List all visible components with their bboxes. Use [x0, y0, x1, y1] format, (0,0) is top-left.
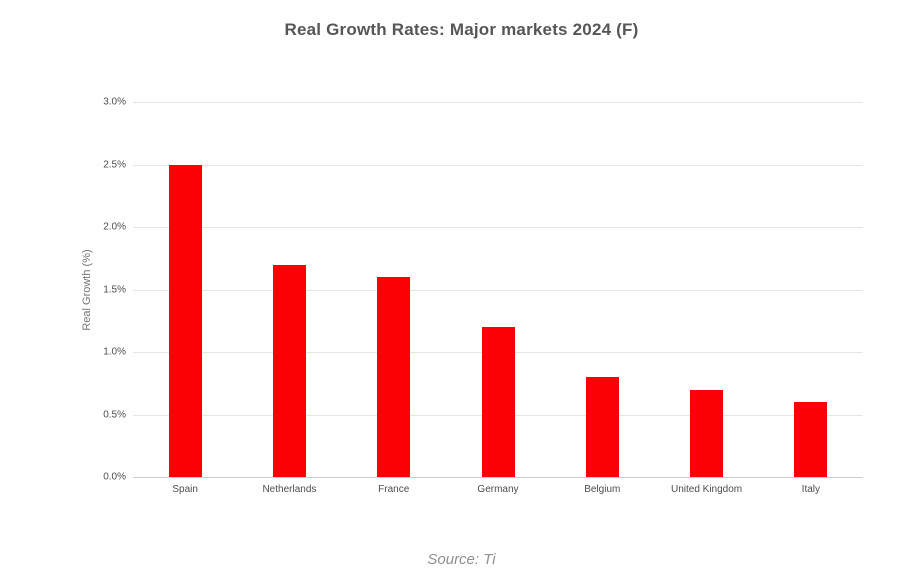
- x-tick-label: Spain: [172, 484, 198, 495]
- x-tick-label: Belgium: [584, 484, 621, 495]
- y-tick-label: 2.0%: [103, 221, 126, 233]
- bar-united-kingdom[interactable]: [690, 389, 724, 477]
- x-tick-label: Italy: [801, 484, 821, 495]
- bar-germany[interactable]: [481, 327, 515, 477]
- x-axis-line: [133, 477, 863, 478]
- y-tick-label: 0.5%: [103, 409, 126, 420]
- bar-netherlands[interactable]: [272, 264, 306, 477]
- bar-belgium[interactable]: [585, 377, 619, 477]
- plot-area: [133, 102, 863, 478]
- gridline: [133, 164, 863, 166]
- gridline: [133, 102, 863, 103]
- source-caption: Source: Ti: [427, 551, 496, 568]
- x-tick-label: Netherlands: [262, 484, 317, 495]
- bar-spain[interactable]: [168, 164, 202, 477]
- chart-title: Real Growth Rates: Major markets 2024 (F…: [284, 20, 639, 39]
- bar-france[interactable]: [377, 277, 411, 477]
- y-axis-label: Real Growth (%): [81, 249, 93, 331]
- y-tick-label: 2.5%: [103, 159, 126, 170]
- gridline: [133, 289, 863, 291]
- x-tick-label: France: [378, 484, 410, 495]
- y-tick-label: 0.0%: [103, 471, 126, 483]
- x-tick-label: United Kingdom: [670, 484, 743, 495]
- x-tick-label: Germany: [477, 484, 519, 495]
- y-tick-label: 3.0%: [103, 96, 126, 108]
- y-tick-label: 1.0%: [103, 346, 126, 358]
- bar-italy[interactable]: [794, 402, 828, 477]
- y-tick-label: 1.5%: [103, 284, 126, 295]
- gridline: [133, 227, 863, 228]
